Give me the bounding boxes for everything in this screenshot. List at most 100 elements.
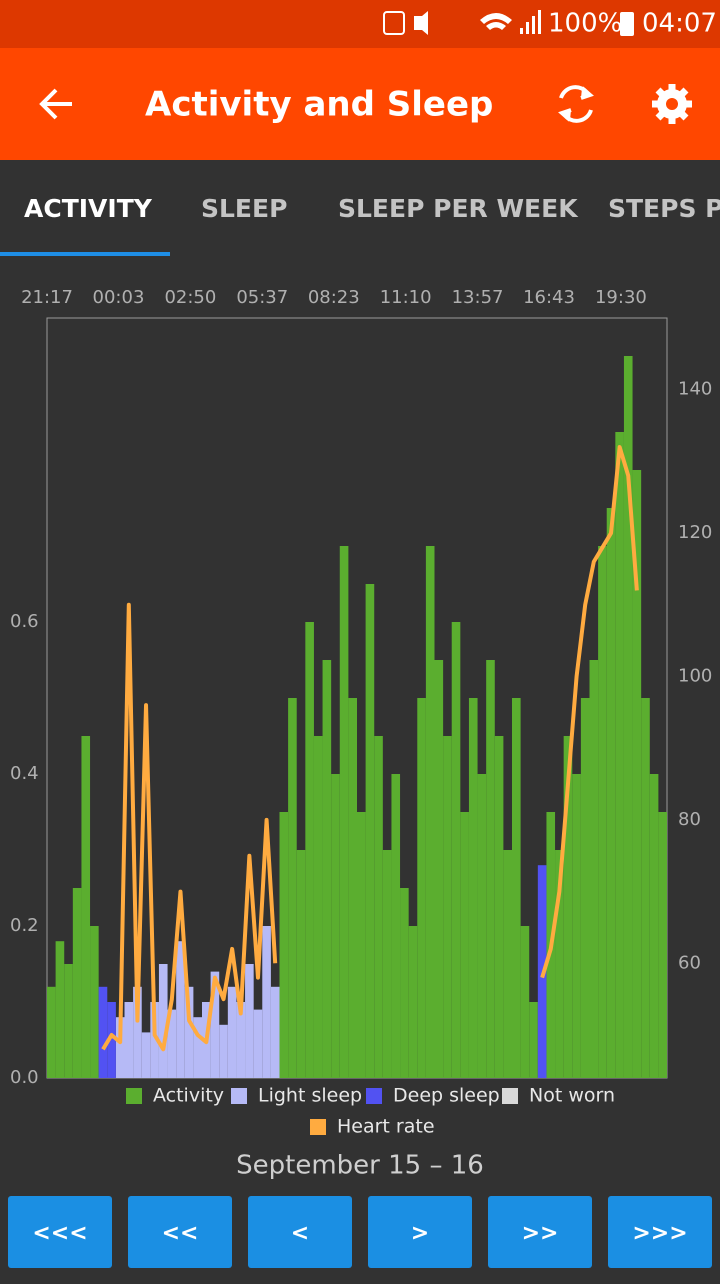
- nav-button-label: >: [411, 1221, 429, 1246]
- bar: [47, 986, 56, 1078]
- bar: [598, 546, 607, 1078]
- y-tick-label: 0.6: [10, 611, 39, 632]
- x-tick-label: 02:50: [164, 287, 216, 308]
- bar: [210, 971, 220, 1078]
- app-title: Activity and Sleep: [145, 85, 493, 125]
- bar: [417, 698, 426, 1078]
- bar: [64, 964, 73, 1078]
- date-range: September 15 – 16: [236, 1151, 484, 1181]
- y2-tick-label: 80: [678, 809, 701, 830]
- nav-button-label: >>>: [632, 1221, 687, 1246]
- legend-swatch: [126, 1088, 142, 1104]
- legend-label: Light sleep: [258, 1085, 362, 1107]
- bar: [572, 774, 581, 1078]
- bar: [641, 698, 650, 1078]
- tab[interactable]: STEPS P: [608, 194, 720, 223]
- bar: [477, 774, 487, 1078]
- y2-tick-label: 120: [678, 522, 712, 543]
- bar: [580, 698, 590, 1078]
- tab[interactable]: SLEEP: [201, 194, 287, 223]
- tab-bar: [0, 160, 720, 256]
- nav-button-label: >>: [522, 1221, 559, 1246]
- app-bar: [0, 48, 720, 160]
- bar: [434, 660, 444, 1078]
- tab[interactable]: ACTIVITY: [24, 194, 153, 223]
- bar: [313, 736, 323, 1078]
- bar: [72, 888, 82, 1078]
- bar: [658, 812, 667, 1078]
- back-button[interactable]: [39, 88, 72, 120]
- clock: 04:07: [642, 9, 717, 39]
- bar: [468, 698, 478, 1078]
- bar: [236, 1002, 246, 1078]
- bar: [81, 736, 91, 1078]
- bar: [133, 986, 142, 1078]
- bar: [357, 812, 366, 1078]
- bar: [184, 986, 194, 1078]
- y2-tick-label: 140: [678, 379, 712, 400]
- bar: [451, 622, 461, 1078]
- nav-button[interactable]: [608, 1196, 712, 1268]
- bar: [425, 546, 435, 1078]
- legend-label: Heart rate: [337, 1116, 435, 1138]
- nav-button[interactable]: [368, 1196, 472, 1268]
- bar: [288, 698, 297, 1078]
- bar: [400, 888, 409, 1078]
- bar: [98, 986, 108, 1078]
- bar: [339, 546, 349, 1078]
- nav-button[interactable]: [488, 1196, 592, 1268]
- bar: [270, 986, 280, 1078]
- y-tick-label: 0.2: [10, 915, 39, 936]
- bar: [107, 1002, 116, 1078]
- bar: [90, 926, 99, 1078]
- tab-indicator: [0, 252, 170, 256]
- bar: [408, 926, 418, 1078]
- bar: [227, 986, 237, 1078]
- nav-button[interactable]: [248, 1196, 352, 1268]
- bar: [262, 926, 271, 1078]
- x-tick-label: 13:57: [452, 287, 504, 308]
- nav-button-label: <: [291, 1221, 309, 1246]
- sync-button[interactable]: [558, 85, 594, 123]
- bar: [176, 941, 185, 1078]
- bar: [150, 1002, 159, 1078]
- bar: [503, 850, 512, 1078]
- bar: [460, 812, 469, 1078]
- tab[interactable]: SLEEP PER WEEK: [338, 194, 579, 223]
- status-bar: [0, 0, 720, 48]
- bar: [365, 584, 375, 1078]
- bar: [279, 812, 289, 1078]
- legend-label: Activity: [153, 1085, 224, 1107]
- x-tick-label: 19:30: [595, 287, 647, 308]
- bar: [589, 660, 599, 1078]
- x-tick-label: 08:23: [308, 287, 360, 308]
- nav-button[interactable]: [8, 1196, 112, 1268]
- bar: [141, 1032, 151, 1078]
- x-tick-label: 21:17: [21, 287, 73, 308]
- legend-label: Not worn: [529, 1085, 615, 1107]
- bar: [486, 660, 495, 1078]
- bar: [615, 432, 624, 1078]
- settings-button[interactable]: [652, 84, 692, 124]
- bar: [606, 508, 616, 1078]
- bar: [158, 964, 168, 1078]
- heart-rate-line: [101, 445, 639, 1052]
- bar: [331, 774, 340, 1078]
- battery-percent: 100%: [548, 9, 622, 39]
- y-tick-label: 0.4: [10, 763, 39, 784]
- bar: [632, 470, 642, 1078]
- bar: [391, 774, 401, 1078]
- bar: [623, 356, 633, 1078]
- bar: [348, 698, 357, 1078]
- bar: [512, 698, 521, 1078]
- bar: [115, 1017, 125, 1078]
- bar: [649, 774, 659, 1078]
- status-icons: [383, 10, 634, 36]
- nav-button[interactable]: [128, 1196, 232, 1268]
- bar: [563, 736, 573, 1078]
- x-tick-label: 11:10: [380, 287, 432, 308]
- bar: [55, 941, 65, 1078]
- bar: [245, 964, 254, 1078]
- legend-swatch: [366, 1088, 382, 1104]
